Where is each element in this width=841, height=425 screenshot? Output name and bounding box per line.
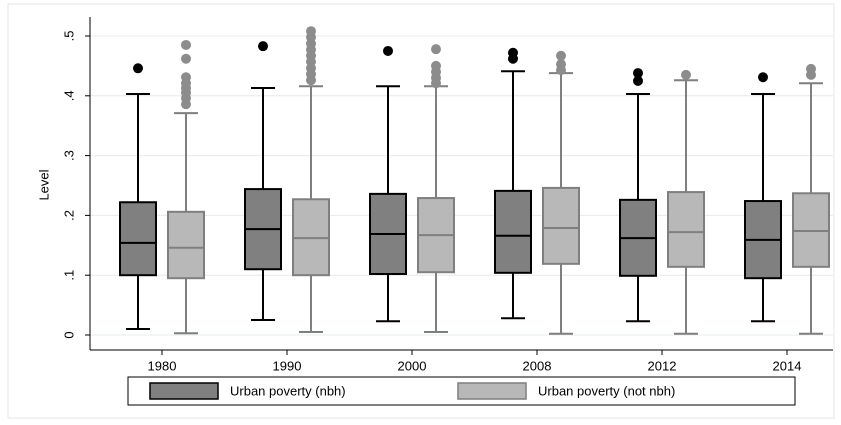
outlier: [383, 45, 393, 56]
y-tick-label: .2: [61, 210, 76, 221]
x-tick-label: 2012: [648, 358, 677, 373]
box: [667, 191, 705, 268]
y-tick-label: .4: [61, 90, 76, 101]
y-tick-label: .5: [61, 31, 76, 42]
legend-swatch: [149, 382, 219, 400]
box: [167, 210, 205, 280]
outlier: [431, 78, 441, 89]
x-tick-label: 2014: [773, 358, 802, 373]
legend-label: Urban poverty (not nbh): [538, 383, 675, 398]
y-tick-label: .3: [61, 150, 76, 161]
legend-swatch: [457, 382, 527, 400]
outlier: [181, 53, 191, 64]
outlier: [508, 53, 518, 64]
outlier: [181, 99, 191, 110]
outlier: [556, 65, 566, 76]
outlier: [431, 44, 441, 55]
outlier: [133, 63, 143, 74]
box: [119, 201, 157, 277]
outlier: [681, 69, 691, 80]
y-axis-label: Level: [36, 169, 51, 200]
box: [542, 186, 580, 265]
outlier: [633, 75, 643, 86]
box: [494, 189, 532, 274]
outlier: [806, 69, 816, 80]
outlier: [306, 75, 316, 86]
y-tick-label: .1: [61, 270, 76, 281]
outlier: [258, 41, 268, 52]
x-tick-label: 2008: [523, 358, 552, 373]
outlier: [181, 39, 191, 50]
outlier: [633, 68, 643, 79]
x-tick-label: 1990: [273, 358, 302, 373]
y-tick-label: 0: [61, 331, 76, 338]
outlier: [556, 50, 566, 61]
x-tick-label: 2000: [398, 358, 427, 373]
outlier: [758, 72, 768, 83]
x-tick-label: 1980: [148, 358, 177, 373]
legend-label: Urban poverty (nbh): [230, 383, 346, 398]
